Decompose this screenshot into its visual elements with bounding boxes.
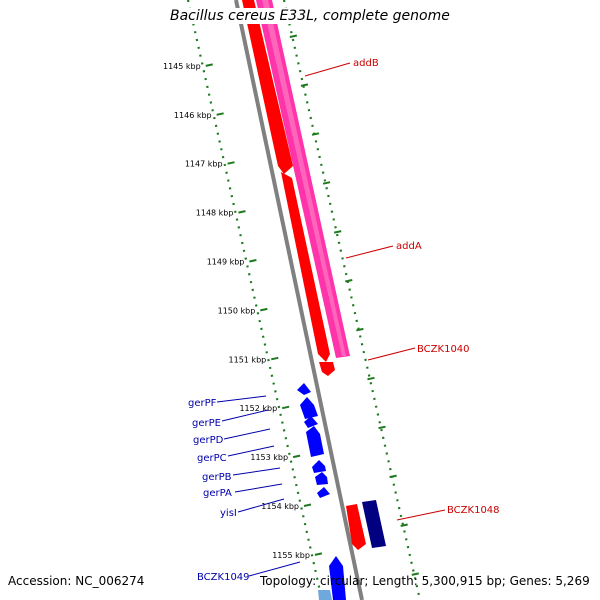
gene-gerPA-arrow[interactable] — [315, 472, 328, 485]
leader-lines — [216, 62, 446, 577]
genome-backbone — [234, 0, 364, 600]
gene-labels: addB addA BCZK1040 BCZK1048 gerPF gerPE … — [188, 58, 500, 583]
scale-tick-label: 1153 kbp — [250, 453, 288, 462]
gene-BCZK1048-navy-arrow[interactable] — [362, 500, 386, 548]
gene-gerPF-arrow[interactable] — [297, 383, 311, 395]
leader-addB — [304, 62, 351, 77]
gene-label-gerPB[interactable]: gerPB — [202, 472, 232, 483]
scale-tick-label: 1148 kbp — [196, 209, 234, 218]
accession-value: NC_006274 — [75, 574, 145, 588]
leader-BCZK1048 — [396, 509, 446, 521]
scale-tick-inner — [205, 63, 213, 67]
gene-label-gerPA[interactable]: gerPA — [203, 488, 232, 499]
gene-label-BCZK1040[interactable]: BCZK1040 — [417, 344, 470, 355]
gene-BCZK1040-arrow[interactable] — [319, 362, 335, 376]
accession-info: Accession: NC_006274 — [8, 574, 144, 588]
scale-tick-outer — [322, 181, 331, 185]
genome-summary: Topology: circular; Length: 5,300,915 bp… — [260, 574, 590, 588]
genes-label: Genes: — [509, 574, 552, 588]
gene-label-gerPC[interactable]: gerPC — [197, 453, 227, 464]
scale-tick-label: 1155 kbp — [272, 551, 310, 560]
gene-light-blue-partial[interactable] — [318, 590, 332, 600]
length-value: 5,300,915 bp — [421, 574, 502, 588]
scale-tick-inner — [271, 356, 279, 361]
gene-label-addB[interactable]: addB — [353, 58, 379, 69]
gene-gerPE-arrow[interactable] — [300, 397, 318, 419]
scale-tick-label: 1146 kbp — [174, 111, 212, 120]
leader-gerPF — [216, 395, 267, 403]
gene-label-yisI[interactable]: yisI — [220, 508, 237, 519]
scale-tick-inner — [303, 503, 312, 507]
scale-tick-outer — [356, 327, 364, 332]
scale-tick-label: 1151 kbp — [229, 355, 267, 364]
leader-addA — [345, 245, 394, 259]
gene-gerPB-arrow[interactable] — [312, 460, 326, 473]
gene-addB-highlight — [262, 0, 346, 356]
scale-tick-outer — [378, 425, 386, 430]
accession-label: Accession: — [8, 574, 72, 588]
forward-strand-genes — [242, 0, 386, 550]
length-label: Length: — [372, 574, 418, 588]
leader-gerPA — [234, 483, 283, 493]
scale-tick-outer — [333, 230, 342, 234]
gene-label-BCZK1048[interactable]: BCZK1048 — [447, 505, 500, 516]
gene-gerPD-arrow[interactable] — [304, 416, 318, 428]
leader-BCZK1040 — [367, 347, 416, 361]
gene-addB-arrow[interactable] — [242, 0, 293, 174]
leader-gerPD — [223, 428, 271, 440]
gene-BCZK1049-arrow[interactable] — [329, 556, 346, 600]
gene-label-addA[interactable]: addA — [396, 241, 422, 252]
gene-yisI-arrow[interactable] — [317, 487, 330, 498]
scale-tick-label: 1152 kbp — [239, 404, 277, 413]
leader-gerPE — [221, 409, 269, 422]
gene-addA-arrow[interactable] — [281, 172, 330, 362]
scale-tick-outer — [300, 83, 309, 87]
scale-tick-inner — [281, 405, 290, 410]
scale-dotted-line-inner — [186, 0, 324, 600]
scale-track — [186, 0, 422, 600]
gene-label-gerPF[interactable]: gerPF — [188, 398, 217, 409]
scale-tick-outer — [411, 572, 419, 576]
scale-tick-inner — [216, 112, 224, 116]
scale-tick-outer — [311, 132, 320, 136]
leader-yisI — [237, 498, 285, 513]
gene-label-gerPE[interactable]: gerPE — [192, 418, 221, 429]
topology-value: circular — [319, 574, 365, 588]
scale-tick-outer — [389, 474, 397, 479]
scale-tick-outer — [400, 523, 408, 527]
scale-tick-label: 1154 kbp — [261, 502, 299, 511]
genome-title: Bacillus cereus E33L, complete genome — [168, 8, 452, 24]
scale-tick-marks — [194, 14, 419, 576]
gene-label-gerPD[interactable]: gerPD — [193, 435, 224, 446]
scale-tick-inner — [314, 552, 323, 556]
gene-gerPC-arrow[interactable] — [306, 426, 324, 457]
scale-dotted-line-outer — [282, 0, 422, 600]
scale-tick-outer — [289, 34, 298, 38]
scale-tick-label: 1145 kbp — [163, 62, 201, 71]
scale-tick-inner — [249, 259, 257, 263]
scale-tick-label: 1147 kbp — [185, 160, 223, 169]
gene-BCZK1048-red-arrow[interactable] — [346, 504, 366, 550]
leader-gerPC — [227, 445, 275, 457]
leader-gerPB — [232, 467, 281, 476]
scale-tick-outer — [367, 376, 375, 381]
scale-tick-inner — [227, 161, 235, 165]
leader-BCZK1049 — [248, 561, 301, 577]
scale-tick-inner — [260, 307, 268, 312]
scale-tick-label: 1150 kbp — [218, 306, 256, 315]
topology-label: Topology: — [260, 574, 317, 588]
scale-tick-inner — [292, 454, 301, 459]
gene-label-BCZK1049[interactable]: BCZK1049 — [197, 572, 250, 583]
genes-value: 5,269 — [555, 574, 590, 588]
scale-tick-outer — [345, 279, 353, 283]
reverse-strand-genes — [297, 383, 346, 600]
scale-tick-inner — [238, 210, 246, 214]
scale-tick-label: 1149 kbp — [207, 258, 245, 267]
